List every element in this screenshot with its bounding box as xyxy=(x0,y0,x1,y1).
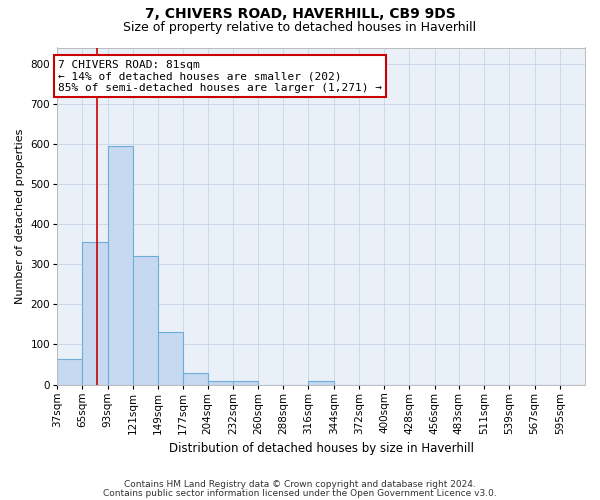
Bar xyxy=(233,382,258,384)
Y-axis label: Number of detached properties: Number of detached properties xyxy=(15,128,25,304)
Bar xyxy=(133,256,158,384)
Text: 7, CHIVERS ROAD, HAVERHILL, CB9 9DS: 7, CHIVERS ROAD, HAVERHILL, CB9 9DS xyxy=(145,8,455,22)
Bar xyxy=(82,242,107,384)
Text: Contains public sector information licensed under the Open Government Licence v3: Contains public sector information licen… xyxy=(103,489,497,498)
Bar xyxy=(107,146,133,384)
Bar xyxy=(183,372,208,384)
Bar xyxy=(308,382,334,384)
Text: Size of property relative to detached houses in Haverhill: Size of property relative to detached ho… xyxy=(124,21,476,34)
Bar xyxy=(158,332,183,384)
Bar xyxy=(208,382,233,384)
Bar xyxy=(57,358,82,384)
Text: 7 CHIVERS ROAD: 81sqm
← 14% of detached houses are smaller (202)
85% of semi-det: 7 CHIVERS ROAD: 81sqm ← 14% of detached … xyxy=(58,60,382,92)
X-axis label: Distribution of detached houses by size in Haverhill: Distribution of detached houses by size … xyxy=(169,442,473,455)
Text: Contains HM Land Registry data © Crown copyright and database right 2024.: Contains HM Land Registry data © Crown c… xyxy=(124,480,476,489)
